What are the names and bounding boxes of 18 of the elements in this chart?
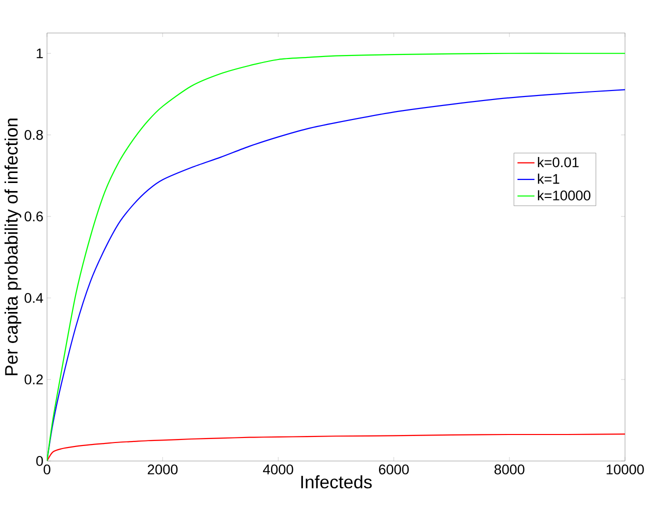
x-tick-label: 10000	[606, 464, 644, 474]
y-tick-label: 0.4	[24, 293, 44, 303]
y-tick-label: 0	[36, 456, 43, 466]
line-series	[47, 434, 626, 461]
legend-label: k=1	[538, 174, 560, 184]
x-axis-title: Infecteds	[301, 475, 372, 488]
x-tick-label: 6000	[378, 464, 409, 474]
x-tick-label: 8000	[494, 464, 524, 474]
y-axis-title: Per capita probability of infection	[4, 118, 22, 376]
legend-label: k=10000	[538, 190, 590, 200]
y-tick-label: 0.6	[24, 211, 43, 222]
y-tick-label: 1	[36, 48, 43, 58]
x-tick-label: 4000	[263, 464, 294, 474]
x-tick-label: 2000	[148, 464, 178, 474]
y-tick-label: 0.2	[24, 374, 43, 384]
y-tick-label: 0.8	[24, 130, 43, 140]
legend-label: k=0.01	[538, 157, 579, 168]
x-tick-label: 0	[44, 464, 50, 474]
